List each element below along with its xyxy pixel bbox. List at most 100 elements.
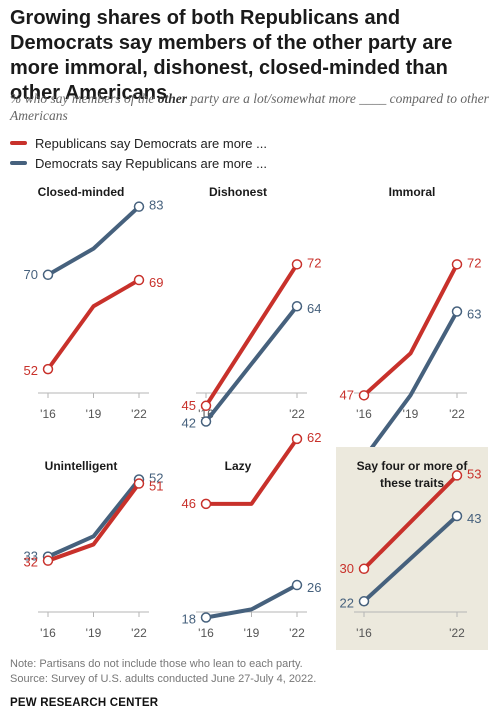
- panel-title: Immoral: [389, 185, 436, 199]
- data-point-marker: [451, 259, 463, 270]
- x-tick-label: '22: [131, 626, 147, 640]
- panel-say-four-or-more-of-these-traits: Say four or more of these traits '16 '22 22 4…: [336, 447, 488, 650]
- series-line-democrats: [362, 309, 459, 461]
- legend-item-democrats: Democrats say Republicans are more ...: [10, 153, 267, 173]
- data-label: 72: [467, 255, 481, 270]
- x-tick-label: '22: [449, 626, 465, 640]
- x-tick-label: '22: [289, 626, 305, 640]
- data-label: 63: [467, 306, 481, 321]
- panel-title-line: Immoral: [389, 185, 436, 199]
- data-point-marker: [451, 470, 463, 481]
- panel-title-line: Say four or more of: [357, 459, 469, 473]
- data-point-marker: [358, 390, 370, 401]
- data-label: 26: [307, 580, 321, 595]
- data-label: 53: [467, 466, 481, 481]
- data-point-marker: [200, 400, 212, 412]
- series-line-republicans: [204, 262, 299, 408]
- x-tick-label: '19: [86, 407, 102, 421]
- highlight-panel-background: [336, 447, 488, 650]
- data-point-marker: [42, 555, 54, 566]
- x-tick-label: '16: [198, 626, 214, 640]
- data-point-marker: [200, 612, 212, 623]
- series-line-republicans: [204, 436, 299, 506]
- series-line-republicans: [46, 481, 141, 563]
- data-point-marker: [200, 498, 212, 510]
- data-label: 30: [340, 561, 354, 576]
- data-label: 42: [182, 416, 196, 431]
- subtitle-suffix: party are a lot/somewhat more ____ compa…: [10, 91, 489, 123]
- series-line-democrats: [204, 304, 299, 424]
- panel-title: Say four or more of these traits: [357, 459, 469, 490]
- data-label: 45: [182, 398, 196, 413]
- pew-research-center-logo: PEW RESEARCH CENTER: [10, 697, 159, 709]
- data-label: 46: [182, 496, 196, 511]
- data-point-marker: [358, 596, 370, 607]
- data-point-marker: [291, 259, 303, 270]
- series-line-republicans: [362, 473, 459, 571]
- series-line-republicans: [362, 262, 459, 398]
- chart-title: Growing shares of both Republicans and D…: [10, 7, 453, 104]
- panel-title: Dishonest: [209, 185, 267, 199]
- data-label: 33: [24, 549, 38, 564]
- data-point-marker: [133, 274, 145, 286]
- legend-swatch-democrats: [10, 161, 27, 165]
- subtitle-emphasis: other: [157, 91, 187, 106]
- data-label: 64: [307, 301, 321, 316]
- panel-title-line: Unintelligent: [45, 459, 118, 473]
- data-point-marker: [133, 201, 145, 212]
- data-label: 62: [307, 430, 321, 445]
- data-point-marker: [42, 269, 54, 281]
- data-point-marker: [291, 433, 303, 445]
- data-point-marker: [291, 300, 303, 312]
- panel-title-line: Closed-minded: [38, 185, 125, 199]
- legend-label-democrats: Democrats say Republicans are more ...: [35, 155, 267, 171]
- x-tick-label: '19: [244, 626, 260, 640]
- data-label: 83: [149, 198, 163, 213]
- data-point-marker: [200, 416, 212, 427]
- data-label: 18: [182, 612, 196, 627]
- data-point-marker: [133, 478, 145, 489]
- panel-immoral: Immoral'16'19'2235634772: [340, 185, 482, 467]
- legend: Republicans say Democrats are more ... D…: [10, 133, 267, 173]
- data-label: 22: [340, 595, 354, 610]
- x-tick-label: '16: [40, 407, 56, 421]
- x-tick-label: '16: [356, 407, 372, 421]
- panel-title: Unintelligent: [45, 459, 118, 473]
- data-label: 69: [149, 275, 163, 290]
- panel-title-line: Lazy: [225, 459, 252, 473]
- x-tick-label: '19: [403, 407, 419, 421]
- note-text: Note: Partisans do not include those who…: [10, 658, 303, 670]
- panel-closed-minded: Closed-minded '16 '19 '22 70 83 52 69: [24, 185, 164, 421]
- x-tick-label: '19: [86, 626, 102, 640]
- x-tick-label: '22: [449, 407, 465, 421]
- panel-lazy: Lazy '16 '19 '22 18 26 46 62: [182, 430, 322, 640]
- data-point-marker: [451, 306, 463, 317]
- panel-unintelligent: Unintelligent '16 '19 '22 33 52 32 51: [24, 459, 164, 640]
- x-tick-label: '22: [131, 407, 147, 421]
- data-label: 43: [467, 511, 481, 526]
- data-label: 52: [149, 470, 163, 485]
- series-line-republicans: [46, 278, 141, 372]
- data-label: 47: [340, 387, 354, 402]
- source-text: Source: Survey of U.S. adults conducted …: [10, 673, 317, 685]
- series-line-democrats: [362, 514, 459, 604]
- data-label: 32: [24, 555, 38, 570]
- legend-swatch-republicans: [10, 141, 27, 145]
- data-label: 52: [24, 363, 38, 378]
- data-point-marker: [451, 510, 463, 522]
- legend-item-republicans: Republicans say Democrats are more ...: [10, 133, 267, 153]
- x-tick-label: '16: [356, 626, 372, 640]
- series-line-democrats: [204, 583, 299, 620]
- series-line-democrats: [46, 477, 141, 559]
- x-tick-label: '16: [40, 626, 56, 640]
- panel-title: Lazy: [225, 459, 252, 473]
- data-label: 72: [307, 255, 321, 270]
- data-point-marker: [291, 579, 303, 591]
- panel-title: Closed-minded: [38, 185, 125, 199]
- legend-label-republicans: Republicans say Democrats are more ...: [35, 135, 267, 151]
- subtitle-prefix: % who say members of the: [10, 91, 158, 106]
- panel-title-line: Dishonest: [209, 185, 267, 199]
- chart-subtitle: % who say members of the other party are…: [10, 90, 490, 124]
- panel-title-line: these traits: [380, 476, 444, 490]
